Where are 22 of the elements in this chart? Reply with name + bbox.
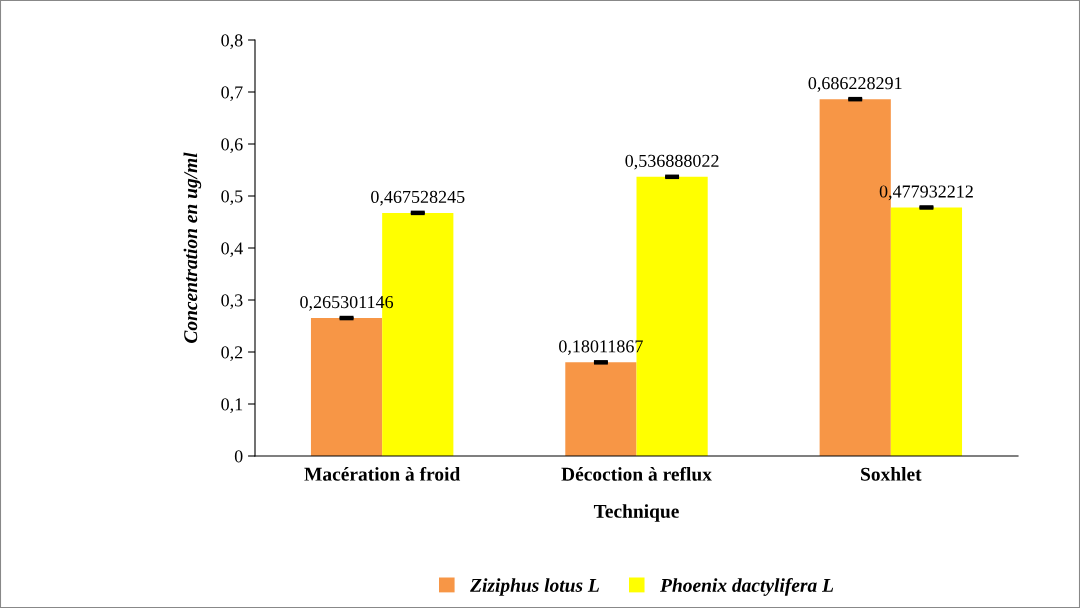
data-label: 0,686228291 <box>808 77 902 92</box>
legend-label: Ziziphus lotus L <box>470 578 599 596</box>
data-label: 0,536888022 <box>625 154 719 170</box>
y-tick-label: 0,5 <box>221 190 243 206</box>
y-tick-label: 0,8 <box>221 34 243 50</box>
bar <box>890 207 963 456</box>
x-tick-label: Macération à froid <box>304 466 461 481</box>
y-tick-label: 0 <box>234 450 243 463</box>
y-tick-label: 0,3 <box>221 294 243 310</box>
bar <box>310 318 383 456</box>
legend-label: Phoenix dactylifera L <box>660 578 834 596</box>
y-tick-label: 0,4 <box>221 242 243 258</box>
y-tick-label: 0,1 <box>221 398 243 414</box>
y-axis-title: Concentration en ug/ml <box>183 152 202 343</box>
bar <box>565 362 637 456</box>
x-tick-label: Soxhlet <box>861 467 922 481</box>
y-tick-label: 0,6 <box>221 138 243 154</box>
y-tick-label: 0,7 <box>221 86 243 102</box>
x-tick-label: Décoction à reflux <box>561 466 712 481</box>
y-tick-label: 0,2 <box>221 346 243 362</box>
data-label: 0,467528245 <box>371 190 465 206</box>
x-axis-title: Technique <box>593 504 679 522</box>
